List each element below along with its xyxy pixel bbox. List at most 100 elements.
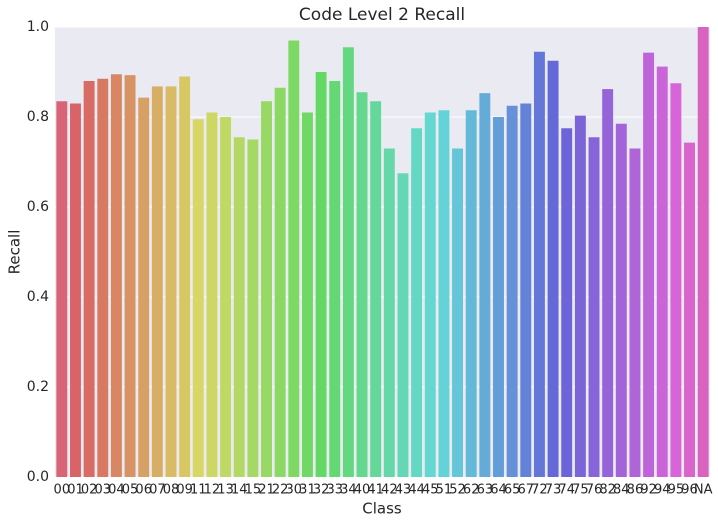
bar bbox=[288, 40, 300, 477]
y-tick-label: 1.0 bbox=[27, 19, 49, 35]
bar bbox=[315, 72, 327, 477]
bar bbox=[192, 119, 204, 477]
x-tick-label: 62 bbox=[463, 483, 480, 498]
x-tick-label: 31 bbox=[299, 483, 316, 498]
bar bbox=[70, 103, 81, 477]
x-tick-label: 33 bbox=[326, 483, 343, 498]
bar bbox=[179, 76, 191, 477]
bar bbox=[697, 27, 709, 477]
bar bbox=[684, 142, 695, 477]
chart-title: Code Level 2 Recall bbox=[299, 5, 465, 25]
x-tick-label: 00 bbox=[54, 483, 71, 498]
x-tick-label: 09 bbox=[176, 483, 193, 498]
y-tick-label: 0.6 bbox=[27, 199, 49, 215]
bar bbox=[342, 47, 354, 477]
bar bbox=[220, 117, 232, 477]
bar bbox=[520, 103, 532, 477]
bar bbox=[110, 74, 122, 477]
x-tick-label: 22 bbox=[272, 483, 289, 498]
bar bbox=[547, 60, 559, 477]
bar bbox=[643, 52, 655, 478]
bar bbox=[411, 128, 423, 477]
x-tick-label: 82 bbox=[599, 483, 616, 498]
x-tick-label: 03 bbox=[94, 483, 111, 498]
x-tick-label: 21 bbox=[258, 483, 275, 498]
y-tick-label: 0.4 bbox=[27, 289, 49, 305]
x-axis-label: Class bbox=[362, 500, 402, 518]
x-tick-label: 73 bbox=[545, 483, 562, 498]
plot-background bbox=[55, 27, 710, 477]
x-tick-label: 44 bbox=[408, 483, 425, 498]
x-tick-label: NA bbox=[694, 483, 713, 498]
bar bbox=[493, 117, 504, 477]
bar bbox=[602, 89, 614, 477]
bar bbox=[479, 93, 491, 478]
bar bbox=[629, 148, 641, 477]
x-tick-label: 11 bbox=[190, 483, 207, 498]
x-tick-label: 52 bbox=[449, 483, 466, 498]
x-tick-label: 86 bbox=[627, 483, 644, 498]
x-tick-label: 07 bbox=[149, 483, 166, 498]
y-tick-label: 0.8 bbox=[27, 109, 49, 125]
x-tick-label: 65 bbox=[504, 483, 521, 498]
x-tick-label: 13 bbox=[217, 483, 234, 498]
bar bbox=[233, 137, 245, 477]
bar bbox=[670, 83, 682, 477]
bar bbox=[615, 123, 627, 477]
x-tick-label: 06 bbox=[135, 483, 152, 498]
bar bbox=[56, 101, 68, 477]
bar bbox=[97, 78, 109, 477]
bar bbox=[83, 81, 95, 477]
x-tick-label: 76 bbox=[586, 483, 603, 498]
bar bbox=[438, 110, 450, 477]
x-tick-label: 41 bbox=[367, 483, 384, 498]
x-tick-label: 02 bbox=[81, 483, 98, 498]
x-tick-label: 05 bbox=[122, 483, 139, 498]
bar bbox=[274, 87, 286, 477]
x-tick-label: 12 bbox=[204, 483, 221, 498]
bar bbox=[506, 105, 518, 477]
bar bbox=[247, 139, 259, 477]
bar bbox=[574, 115, 586, 478]
x-tick-label: 67 bbox=[518, 483, 535, 498]
bar bbox=[397, 173, 409, 477]
bar bbox=[261, 101, 272, 477]
bar bbox=[138, 97, 150, 478]
x-tick-label: 08 bbox=[163, 483, 180, 498]
x-tick-label: 40 bbox=[354, 483, 371, 498]
x-tick-label: 43 bbox=[395, 483, 412, 498]
bar bbox=[424, 112, 436, 477]
x-tick-label: 04 bbox=[108, 483, 125, 498]
x-tick-label: 01 bbox=[67, 483, 84, 498]
bar bbox=[356, 92, 368, 477]
bar bbox=[165, 86, 177, 478]
bar bbox=[301, 112, 313, 477]
x-tick-label: 30 bbox=[286, 483, 303, 498]
x-tick-label: 14 bbox=[231, 483, 248, 498]
x-tick-label: 72 bbox=[531, 483, 548, 498]
x-tick-label: 75 bbox=[572, 483, 589, 498]
x-tick-label: 45 bbox=[422, 483, 439, 498]
y-tick-label: 0.2 bbox=[27, 379, 49, 395]
bar bbox=[656, 66, 668, 477]
x-tick-label: 64 bbox=[490, 483, 507, 498]
bar bbox=[124, 75, 136, 478]
bar bbox=[329, 81, 341, 477]
x-tick-label: 15 bbox=[245, 483, 262, 498]
bar bbox=[452, 148, 464, 477]
x-tick-label: 63 bbox=[477, 483, 494, 498]
bar bbox=[465, 110, 477, 477]
bar bbox=[588, 137, 600, 477]
y-tick-label: 0.0 bbox=[27, 469, 49, 485]
x-tick-label: 34 bbox=[340, 483, 357, 498]
y-axis-label: Recall bbox=[6, 230, 24, 275]
bar bbox=[533, 51, 545, 477]
x-tick-label: 92 bbox=[640, 483, 657, 498]
x-tick-label: 51 bbox=[436, 483, 453, 498]
x-tick-label: 94 bbox=[654, 483, 671, 498]
x-tick-label: 84 bbox=[613, 483, 630, 498]
bar bbox=[151, 86, 163, 478]
x-tick-label: 74 bbox=[558, 483, 575, 498]
bar bbox=[206, 112, 218, 477]
